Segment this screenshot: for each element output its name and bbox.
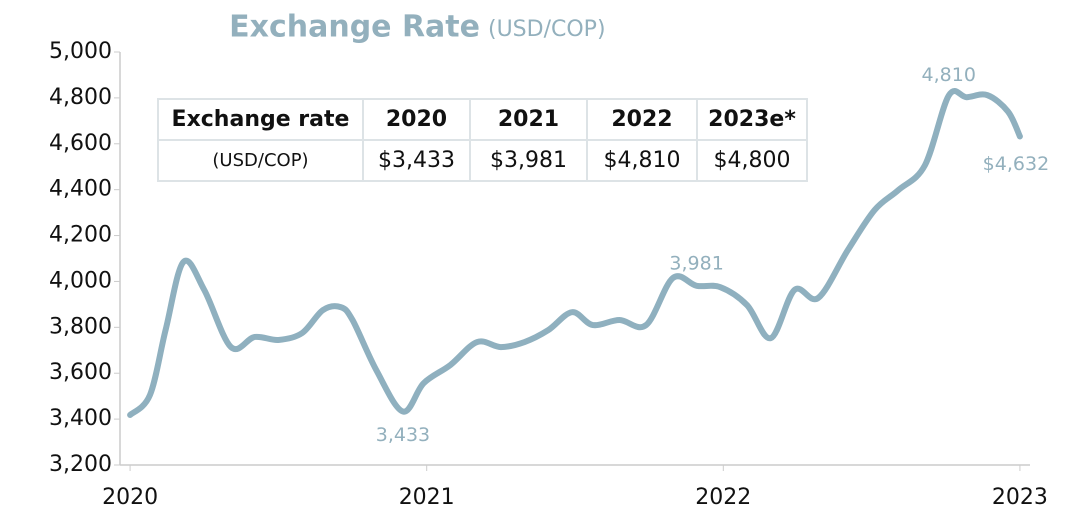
table-row: (USD/COP) $3,433 $3,981 $4,810 $4,800	[157, 139, 808, 182]
cell: 2022	[586, 98, 698, 141]
y-tick-label: 4,200	[49, 223, 112, 248]
cell: Exchange rate	[157, 98, 364, 141]
y-tick-label: 3,800	[49, 314, 112, 339]
data-label: $4,632	[983, 153, 1049, 175]
y-tick-label: 3,600	[49, 360, 112, 385]
y-tick-label: 4,400	[49, 177, 112, 202]
cell: $3,981	[469, 139, 588, 182]
rate-table: Exchange rate 2020 2021 2022 2023e* (USD…	[157, 98, 808, 182]
x-tick-label: 2021	[399, 485, 455, 510]
cell: 2021	[469, 98, 588, 141]
y-tick-label: 4,800	[49, 85, 112, 110]
cell: 2020	[362, 98, 471, 141]
x-tick-label: 2020	[102, 485, 158, 510]
y-tick-label: 4,000	[49, 268, 112, 293]
cell: (USD/COP)	[157, 139, 364, 182]
chart-title: Exchange Rate	[229, 10, 480, 45]
data-label: 4,810	[922, 64, 976, 86]
data-label: 3,433	[376, 424, 430, 446]
y-tick-label: 4,600	[49, 131, 112, 156]
cell: 2023e*	[696, 98, 808, 141]
y-tick-label: 3,200	[49, 452, 112, 477]
data-label: 3,981	[669, 252, 723, 274]
cell: $3,433	[362, 139, 471, 182]
line	[127, 88, 1023, 418]
y-tick-label: 5,000	[49, 39, 112, 64]
table-header: Exchange rate 2020 2021 2022 2023e*	[157, 98, 808, 141]
x-tick-label: 2023	[992, 485, 1048, 510]
x-tick-label: 2022	[695, 485, 751, 510]
y-tick-label: 3,400	[49, 406, 112, 431]
chart-subtitle: (USD/COP)	[488, 17, 606, 42]
cell: $4,810	[586, 139, 698, 182]
cell: $4,800	[696, 139, 808, 182]
